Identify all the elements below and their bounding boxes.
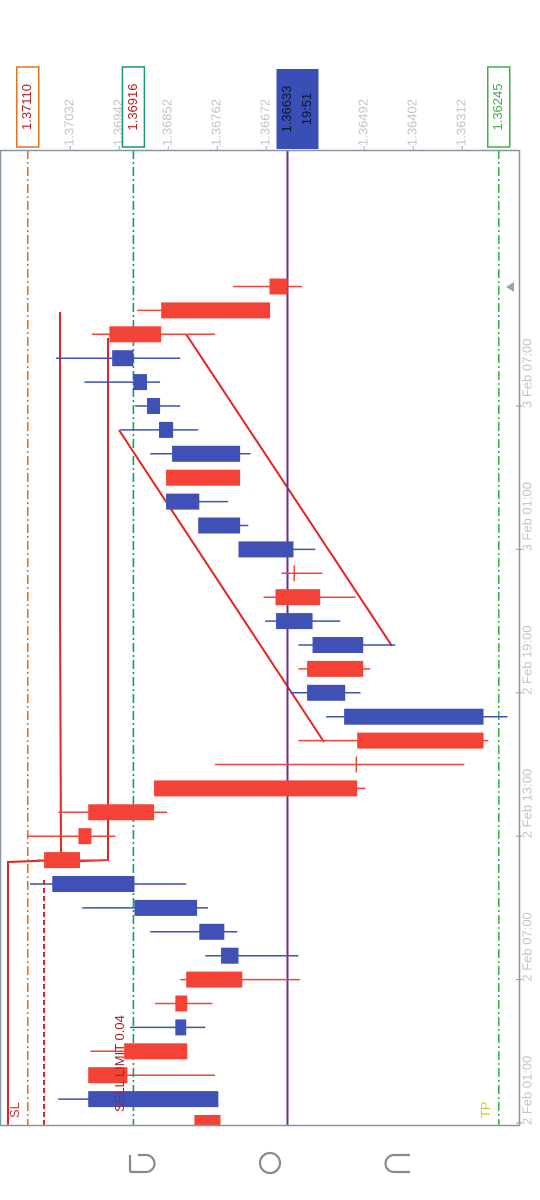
trend-line <box>59 338 109 863</box>
price-label: 1.36245 <box>490 84 505 131</box>
y-tick-label: 1.36312 <box>454 99 469 146</box>
y-tick-label: 1.37032 <box>62 99 77 146</box>
time-label: 19:51 <box>299 93 314 126</box>
level-name: TP <box>478 1101 493 1118</box>
x-tick-label: 3 Feb 01:00 <box>519 482 534 551</box>
candle-body <box>198 517 241 534</box>
candle-body <box>307 660 364 677</box>
candle-body <box>161 302 271 319</box>
x-tick-label: 2 Feb 07:00 <box>519 912 534 981</box>
candle-body <box>194 1115 221 1125</box>
candle-body <box>88 1067 128 1084</box>
candle-body <box>133 374 148 391</box>
candle-body <box>275 589 321 606</box>
channel-line <box>118 429 325 743</box>
candle-body <box>88 1091 219 1108</box>
nav-back[interactable] <box>128 1153 156 1174</box>
candle-body <box>175 995 188 1012</box>
candle-body <box>112 350 134 367</box>
candle-body <box>52 876 135 892</box>
candle-body <box>166 493 200 510</box>
candle-body <box>307 684 346 701</box>
candle-body <box>158 421 174 438</box>
order-annotation: SELL LIMIT 0.04 <box>112 1015 127 1112</box>
candle-body <box>44 852 81 869</box>
candle-body <box>109 326 162 343</box>
time-marker <box>506 282 514 292</box>
candle-body <box>147 398 161 414</box>
x-tick-label: 2 Feb 01:00 <box>519 1056 534 1125</box>
candle-body <box>344 708 484 725</box>
candle-body <box>221 947 239 964</box>
price-label-box <box>121 66 146 148</box>
candle-body <box>175 1019 187 1036</box>
candle-body <box>154 780 358 797</box>
candle-body <box>134 899 198 916</box>
price-label-box <box>276 69 319 149</box>
y-tick-label: 1.36492 <box>356 99 371 146</box>
x-tick-label: 2 Feb 19:00 <box>519 625 534 694</box>
candle-body <box>293 565 295 582</box>
x-tick-label: 2 Feb 13:00 <box>519 769 534 838</box>
candle-body <box>172 445 241 462</box>
nav-recents[interactable] <box>384 1153 411 1174</box>
channel-line <box>185 333 393 647</box>
y-tick-label: 1.36672 <box>258 99 273 146</box>
candle-body <box>124 1043 188 1060</box>
candle-body <box>276 613 313 630</box>
nav-home[interactable] <box>258 1151 282 1175</box>
chart-frame <box>0 149 521 1127</box>
y-tick-label: 1.36852 <box>160 99 175 146</box>
candle-body <box>186 971 243 988</box>
candle-body <box>269 278 288 295</box>
candle-body <box>355 756 358 773</box>
y-tick-label: 1.36402 <box>405 99 420 146</box>
candle-body <box>312 637 364 653</box>
price-label-box <box>487 66 511 148</box>
price-label: 1.37110 <box>19 84 34 130</box>
nav-bar <box>128 1151 411 1175</box>
plot-area <box>7 150 508 1125</box>
x-tick-label: 3 Feb 07:00 <box>519 339 534 408</box>
y-tick-label: 1.36762 <box>209 99 224 146</box>
level-name: SL <box>7 1102 22 1118</box>
price-label: 1.36916 <box>125 84 140 131</box>
price-label: 1.36633 <box>279 86 294 133</box>
candle-body <box>357 732 484 749</box>
price-label-box <box>16 66 40 148</box>
candle-body <box>238 541 294 558</box>
candle-body <box>199 923 225 940</box>
candle-body <box>78 828 92 845</box>
candle-body <box>166 469 241 486</box>
candle-body <box>88 804 155 821</box>
